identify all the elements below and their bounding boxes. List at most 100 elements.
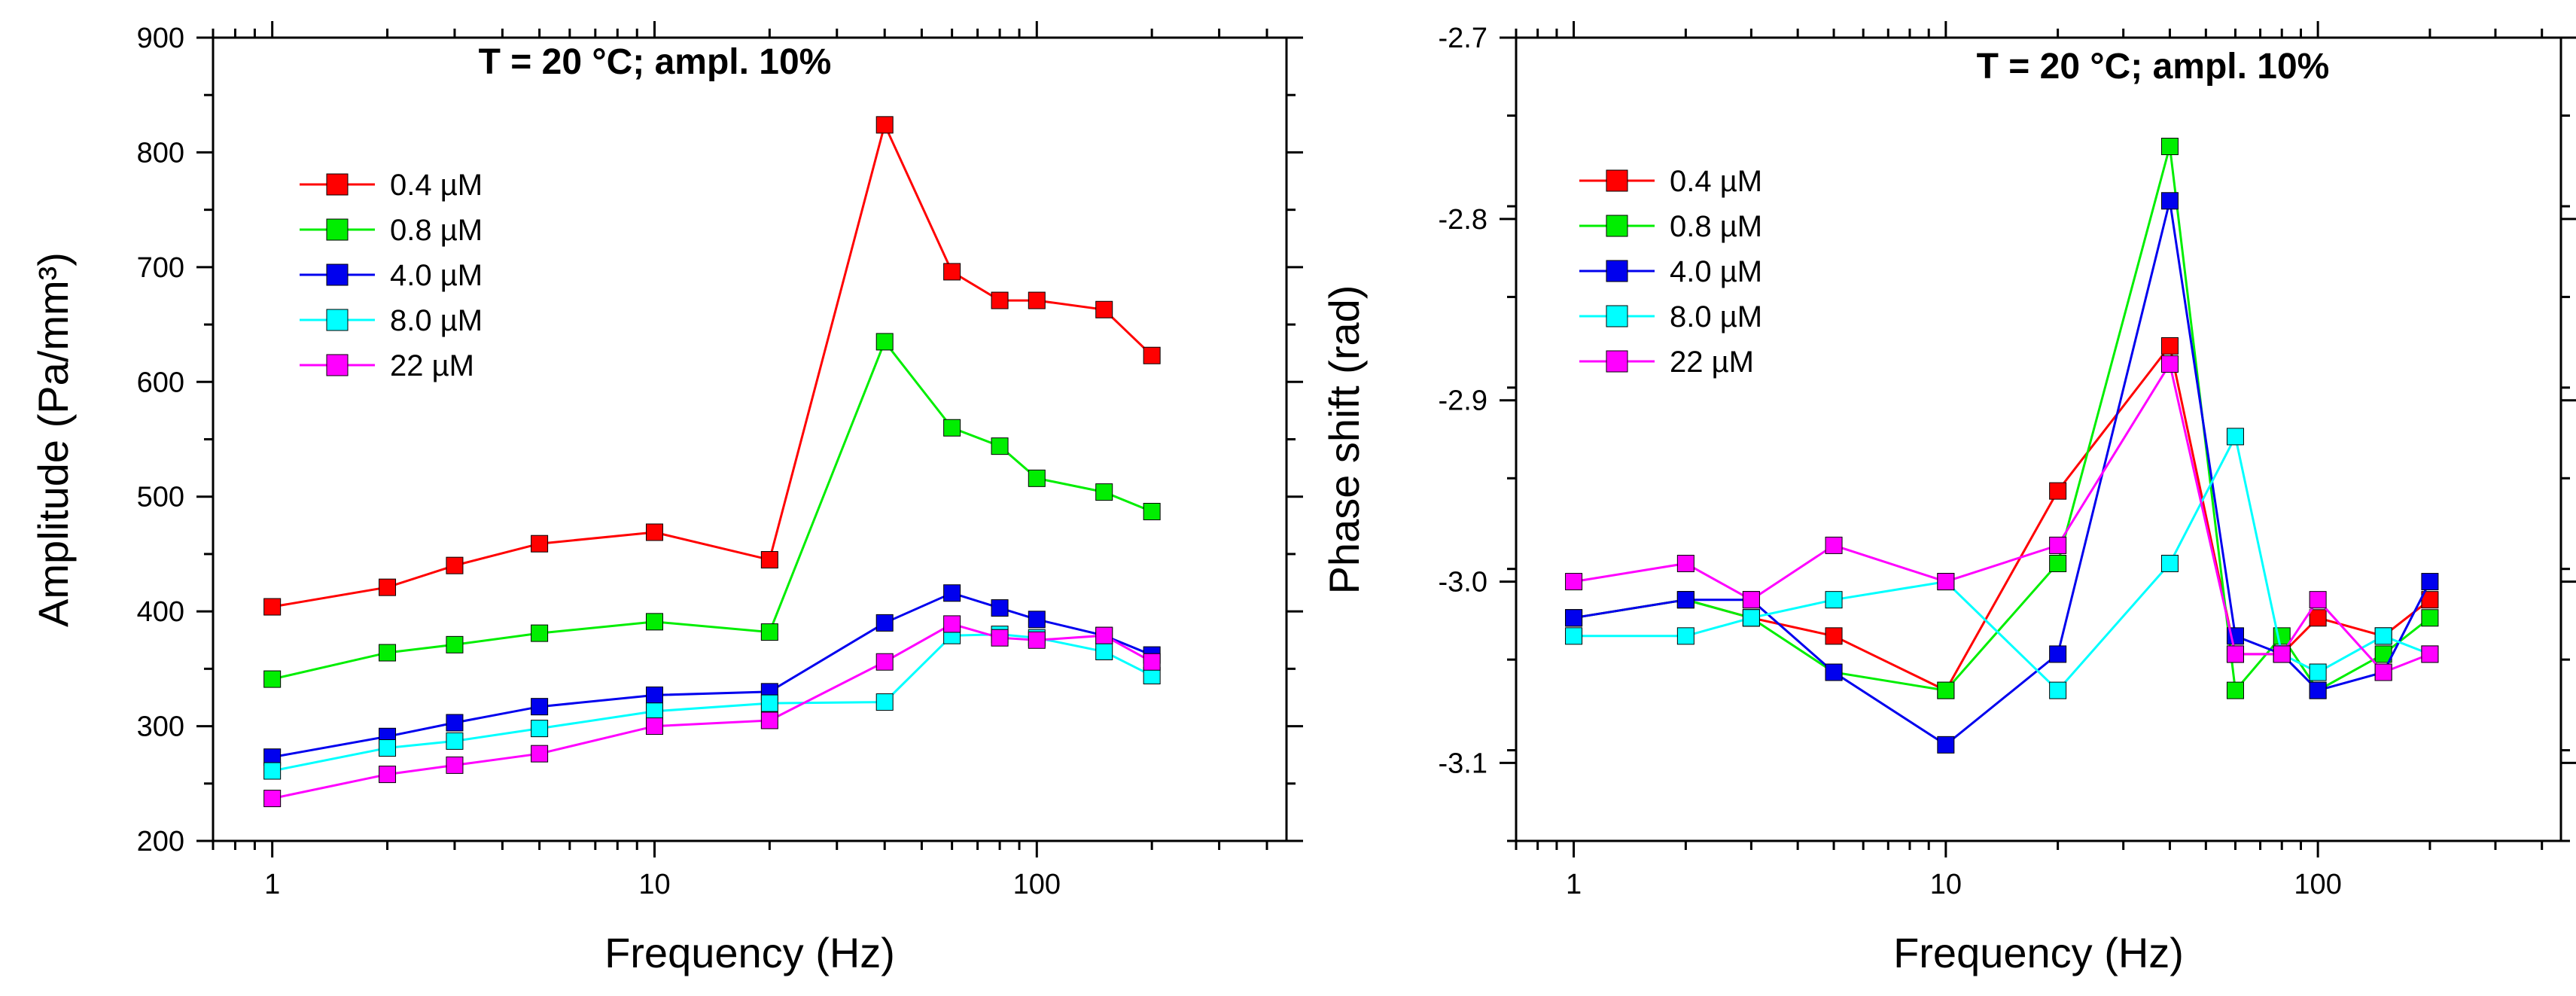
y-tick-label: 500 [137,482,184,513]
series-line [272,592,1153,759]
data-point [2160,192,2179,210]
data-point [2226,428,2244,446]
y-axis-label: Phase shift (rad) [1320,285,1368,595]
y-tick-label: -2.9 [1439,385,1487,417]
series-line [1573,343,2431,693]
y-tick-label: 300 [137,711,184,743]
x-tick-label: 10 [1930,869,1962,900]
data-point [1143,346,1161,364]
series-line [1573,433,2431,693]
data-point [2049,681,2067,699]
data-point [1825,591,1843,609]
data-point [2374,663,2392,681]
data-point [379,739,397,757]
data-point [645,686,663,704]
data-point [446,556,464,574]
series-4 [1565,355,2439,681]
data-point [2421,609,2439,627]
series-line [272,623,1153,800]
data-point [2309,591,2327,609]
data-point [1825,627,1843,645]
amplitude-chart: 200 300 400 500 600 700 800 900 1 10 100 Frequency … [29,21,1303,976]
data-point [1143,653,1161,671]
data-point [2160,138,2179,156]
legend-label: 0.8 µM [1670,210,1762,243]
series-1 [1565,138,2439,699]
y-tick-label: -2.7 [1439,23,1487,54]
series-4 [263,615,1161,808]
series-line [272,633,1153,772]
data-point [263,790,282,808]
data-point [1565,609,1583,627]
data-point [1937,573,1955,591]
data-point [875,333,894,351]
data-point [2226,681,2244,699]
data-point [446,756,464,774]
data-point [645,702,663,720]
data-point [2049,536,2067,554]
series-line [1573,200,2431,747]
data-point [263,598,282,616]
data-point [446,732,464,750]
legend-label: 4.0 µM [1670,255,1762,288]
data-point [2160,337,2179,355]
data-point [760,711,778,729]
legend-label: 0.4 µM [390,169,483,202]
data-point [1937,681,1955,699]
series-line [272,121,1153,608]
data-point [1565,627,1583,645]
data-point [2049,554,2067,572]
data-point [1676,554,1694,572]
data-point [2309,609,2327,627]
legend-marker [326,309,349,331]
x-axis-label: Frequency (Hz) [604,929,895,976]
data-point [1028,611,1046,629]
x-tick-label: 100 [2294,869,2341,900]
legend-marker [1606,215,1628,237]
legend-label: 0.4 µM [1670,165,1762,198]
data-point [875,116,894,134]
data-point [531,535,549,553]
data-point [2273,645,2291,663]
series-0 [1565,337,2439,699]
data-point [1825,663,1843,681]
series-1 [263,333,1161,688]
data-point [1095,300,1113,318]
y-tick-label: -3.1 [1439,748,1487,779]
legend-marker [326,173,349,196]
data-point [1937,736,1955,754]
y-tick-label: 600 [137,367,184,398]
series-line [1573,146,2431,693]
data-point [645,717,663,736]
data-point [446,714,464,732]
data-point [875,693,894,711]
x-axis-label: Frequency (Hz) [1893,929,2184,976]
data-point [2421,573,2439,591]
y-tick-label: 400 [137,596,184,628]
data-point [943,584,961,602]
legend-marker [326,263,349,286]
x-tick-label: 10 [638,869,670,900]
data-point [645,613,663,631]
y-tick-label: -2.8 [1439,204,1487,236]
legend-marker [326,354,349,376]
data-point [2049,645,2067,663]
x-tick-label: 100 [1013,869,1061,900]
data-point [446,635,464,653]
data-point [943,263,961,281]
x-tick-label: 1 [1566,869,1582,900]
data-point [1028,469,1046,487]
chart-title: T = 20 °C; ampl. 10% [479,42,832,82]
data-point [1028,291,1046,309]
series-0 [263,116,1161,616]
data-point [1676,591,1694,609]
data-point [1676,627,1694,645]
data-point [379,766,397,784]
data-point [2049,482,2067,500]
legend-marker [326,218,349,241]
legend: 0.4 µM 0.8 µM 4.0 µM 8.0 µM 22 µM [300,169,483,382]
data-point [875,614,894,632]
data-point [645,523,663,541]
data-point [263,670,282,688]
